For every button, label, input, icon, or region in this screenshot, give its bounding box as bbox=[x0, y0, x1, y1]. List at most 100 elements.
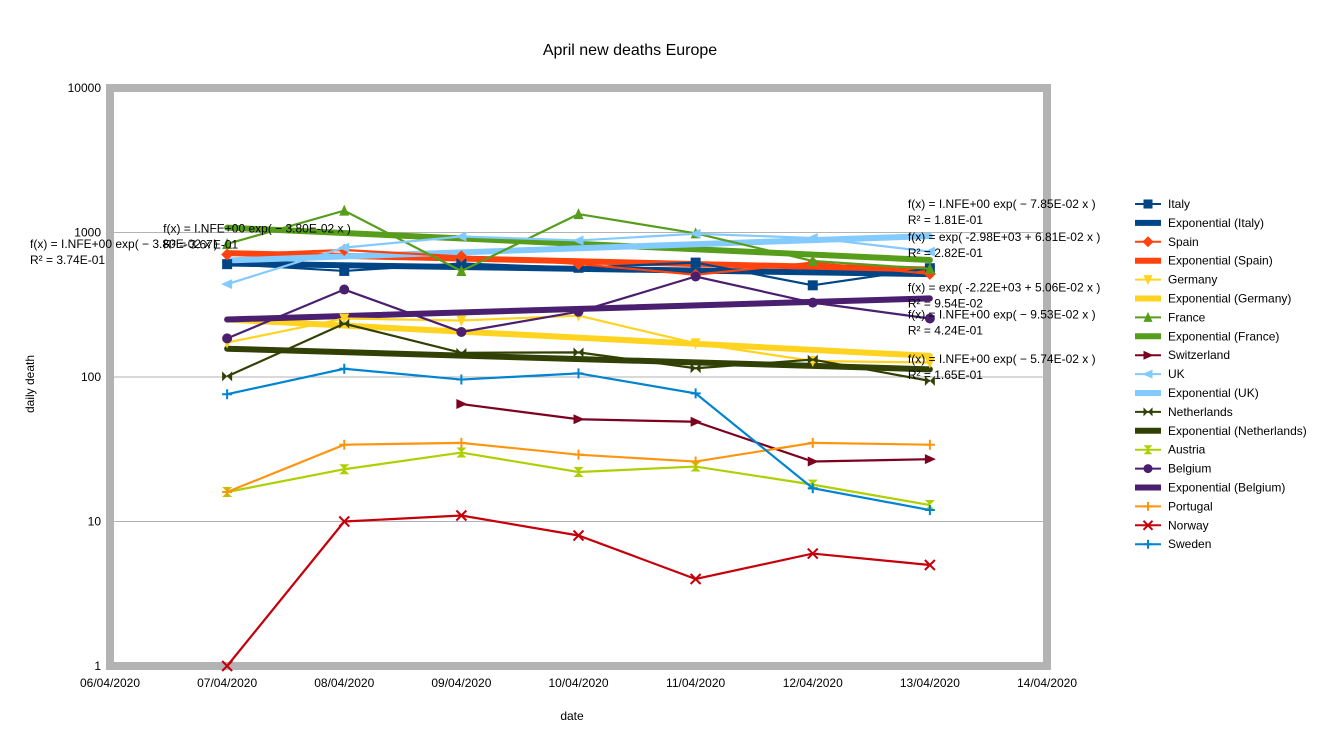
series-portugal bbox=[222, 437, 935, 498]
legend-item-norway[interactable]: Norway bbox=[1135, 518, 1209, 532]
y-tick-label: 10 bbox=[88, 515, 102, 529]
trendline-equation: R² = 4.24E-01 bbox=[908, 323, 983, 337]
legend-label: Netherlands bbox=[1168, 405, 1233, 419]
trendline-equation: f(x) = I.NFE+00 exp( − 9.53E-02 x ) bbox=[908, 307, 1096, 321]
data-point-switzerland bbox=[573, 414, 585, 425]
legend-item-exponential-uk[interactable]: Exponential (UK) bbox=[1135, 386, 1259, 400]
legend-marker bbox=[1142, 236, 1154, 248]
legend-item-exponential-spain[interactable]: Exponential (Spain) bbox=[1135, 254, 1273, 268]
trendline-equation: f(x) = I.NFE+00 exp( − 3.80E-02 x ) bbox=[30, 237, 218, 251]
data-point-switzerland bbox=[456, 399, 468, 410]
y-tick-label: 1000 bbox=[74, 226, 101, 240]
trendline-equations: f(x) = I.NFE+00 exp( − 3.80E-02 x ) R² = … bbox=[30, 197, 1100, 382]
data-point-netherlands bbox=[690, 363, 701, 374]
data-point-sweden bbox=[807, 483, 818, 494]
data-point-netherlands bbox=[807, 354, 818, 365]
y-axis-ticks: 1 10 100 1000 10000 bbox=[68, 81, 102, 673]
legend-label: Exponential (UK) bbox=[1168, 386, 1259, 400]
data-point-portugal bbox=[807, 437, 818, 448]
legend-marker bbox=[1143, 199, 1153, 209]
legend-item-exponential-france[interactable]: Exponential (France) bbox=[1135, 329, 1279, 343]
legend-label: Exponential (Italy) bbox=[1168, 216, 1264, 230]
trendlines bbox=[224, 224, 933, 373]
legend-item-belgium[interactable]: Belgium bbox=[1135, 462, 1211, 476]
data-point-norway bbox=[338, 515, 350, 528]
data-point-sweden bbox=[339, 363, 350, 374]
legend-item-exponential-belgium[interactable]: Exponential (Belgium) bbox=[1135, 481, 1285, 495]
series-line-switzerland bbox=[461, 402, 930, 463]
data-point-uk bbox=[455, 231, 467, 242]
legend-item-italy[interactable]: Italy bbox=[1135, 197, 1190, 211]
data-point-france bbox=[222, 237, 233, 249]
data-point-belgium bbox=[807, 297, 818, 308]
data-point-uk bbox=[806, 232, 818, 243]
legend-item-switzerland[interactable]: Switzerland bbox=[1135, 348, 1230, 362]
data-point-netherlands bbox=[222, 371, 233, 382]
y-tick-label: 1 bbox=[94, 659, 101, 673]
data-point-portugal bbox=[222, 487, 233, 498]
data-point-uk bbox=[338, 242, 350, 253]
plot-area-border bbox=[106, 84, 1051, 670]
series-switzerland bbox=[456, 399, 936, 467]
trendline-equation: f(x) = I.NFE+00 exp( − 7.85E-02 x ) bbox=[908, 197, 1096, 211]
data-point-switzerland bbox=[690, 416, 702, 427]
data-point-italy bbox=[456, 258, 467, 269]
data-point-italy bbox=[690, 257, 701, 268]
data-point-austria bbox=[456, 447, 467, 458]
x-tick-label: 12/04/2020 bbox=[783, 676, 843, 690]
data-point-belgium bbox=[924, 313, 935, 324]
x-tick-label: 11/04/2020 bbox=[666, 676, 725, 690]
legend-item-uk[interactable]: UK bbox=[1135, 367, 1185, 381]
series-line-sweden bbox=[226, 367, 931, 512]
trendline-equation: R² = 9.54E-02 bbox=[908, 297, 983, 311]
data-point-netherlands bbox=[456, 347, 467, 358]
trendline-exponential-germany bbox=[224, 316, 933, 359]
legend-item-netherlands[interactable]: Netherlands bbox=[1135, 405, 1233, 419]
data-point-norway bbox=[572, 529, 585, 542]
legend-item-exponential-germany[interactable]: Exponential (Germany) bbox=[1135, 292, 1291, 306]
legend-item-exponential-netherlands[interactable]: Exponential (Netherlands) bbox=[1135, 424, 1307, 438]
legend-item-sweden[interactable]: Sweden bbox=[1135, 537, 1211, 551]
legend-item-germany[interactable]: Germany bbox=[1135, 273, 1217, 287]
x-axis-title: date bbox=[560, 709, 584, 723]
data-point-sweden bbox=[690, 388, 701, 399]
data-point-norway bbox=[807, 547, 819, 560]
y-tick-label: 100 bbox=[81, 370, 101, 384]
series-netherlands bbox=[222, 318, 935, 386]
legend-label: Italy bbox=[1168, 197, 1190, 211]
y-tick-label: 10000 bbox=[68, 81, 102, 95]
legend-item-portugal[interactable]: Portugal bbox=[1135, 499, 1213, 513]
series-line-norway bbox=[226, 514, 930, 667]
x-tick-label: 14/04/2020 bbox=[1017, 676, 1077, 690]
legend[interactable]: Italy Exponential (Italy) Spain Exponential… bbox=[1135, 197, 1307, 551]
x-tick-label: 09/04/2020 bbox=[431, 676, 491, 690]
legend-label: Sweden bbox=[1168, 537, 1211, 551]
data-point-germany bbox=[690, 338, 701, 350]
trendline-equation: f(x) = I.NFE+00 exp( − 3.80E-02 x ) bbox=[163, 222, 351, 236]
legend-label: Spain bbox=[1168, 235, 1199, 249]
legend-label: Germany bbox=[1168, 273, 1217, 287]
series-uk bbox=[221, 228, 935, 290]
legend-marker bbox=[1143, 275, 1153, 286]
legend-label: Exponential (Spain) bbox=[1168, 254, 1273, 268]
y-axis-title: daily death bbox=[23, 355, 37, 413]
data-point-sweden bbox=[222, 389, 233, 400]
series-norway bbox=[221, 509, 936, 672]
legend-marker bbox=[1143, 311, 1153, 322]
legend-item-austria[interactable]: Austria bbox=[1135, 443, 1206, 457]
x-tick-label: 10/04/2020 bbox=[548, 676, 608, 690]
legend-label: Belgium bbox=[1168, 462, 1211, 476]
legend-item-exponential-italy[interactable]: Exponential (Italy) bbox=[1135, 216, 1264, 230]
data-point-uk bbox=[221, 279, 233, 290]
data-point-spain bbox=[221, 248, 234, 261]
x-tick-label: 13/04/2020 bbox=[900, 676, 960, 690]
legend-label: Austria bbox=[1168, 443, 1206, 457]
legend-item-france[interactable]: France bbox=[1135, 310, 1206, 324]
data-point-norway bbox=[689, 573, 702, 585]
legend-marker bbox=[1142, 369, 1153, 379]
legend-item-spain[interactable]: Spain bbox=[1135, 235, 1199, 249]
data-point-spain bbox=[455, 250, 468, 263]
legend-label: Exponential (Belgium) bbox=[1168, 481, 1285, 495]
legend-label: UK bbox=[1168, 367, 1185, 381]
